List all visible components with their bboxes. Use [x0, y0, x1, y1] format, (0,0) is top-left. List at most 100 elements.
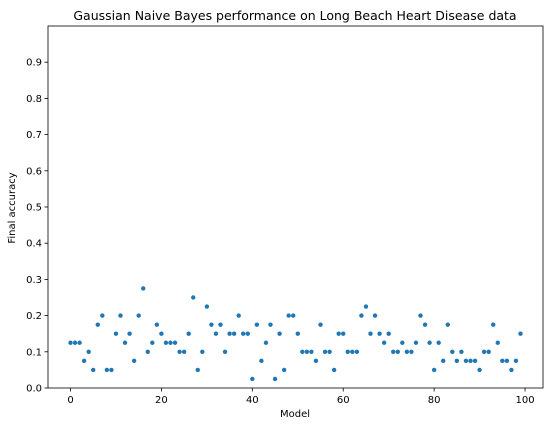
data-point: [477, 367, 482, 373]
data-point: [209, 322, 214, 327]
data-point: [168, 340, 173, 345]
data-point: [191, 295, 196, 300]
data-point: [386, 331, 391, 336]
data-point: [200, 349, 205, 354]
data-point: [213, 331, 219, 336]
data-point: [104, 367, 110, 373]
data-point: [241, 331, 246, 336]
data-point: [400, 340, 405, 345]
data-point: [359, 313, 364, 318]
data-point: [222, 349, 228, 354]
y-axis-label: Final accuracy: [7, 172, 18, 243]
data-point: [86, 349, 91, 354]
y-tick-label: 0.4: [26, 239, 42, 250]
data-point: [131, 358, 137, 364]
data-point: [481, 349, 487, 354]
data-point: [304, 349, 310, 354]
data-point: [95, 322, 100, 327]
data-point: [277, 331, 282, 336]
x-tick-label: 40: [246, 395, 259, 406]
data-point: [372, 313, 378, 318]
y-tick-label: 0.2: [26, 311, 42, 322]
y-tick-label: 0.1: [26, 347, 42, 358]
data-point: [504, 358, 510, 364]
data-point: [186, 331, 191, 336]
data-point: [422, 322, 428, 327]
data-point: [204, 304, 210, 309]
x-tick-label: 20: [155, 395, 168, 406]
data-point: [327, 349, 332, 354]
data-point: [122, 340, 128, 345]
data-point: [309, 349, 314, 354]
data-point: [322, 349, 328, 354]
data-point: [518, 331, 523, 336]
data-point: [136, 313, 141, 318]
y-tick-label: 0.8: [26, 94, 42, 105]
x-tick-label: 0: [67, 395, 73, 406]
data-point: [272, 376, 278, 382]
data-point: [427, 340, 432, 345]
data-point: [91, 367, 96, 373]
data-point: [286, 313, 291, 318]
data-point: [450, 349, 455, 354]
data-point: [391, 349, 396, 354]
data-point: [77, 340, 82, 345]
data-points: [68, 286, 523, 382]
data-point: [363, 304, 369, 309]
data-point: [404, 349, 410, 354]
data-point: [431, 367, 437, 373]
data-point: [172, 340, 178, 345]
data-point: [263, 340, 269, 345]
x-tick-label: 60: [337, 395, 350, 406]
data-point: [436, 340, 441, 345]
data-point: [459, 349, 464, 354]
data-point: [154, 322, 160, 327]
data-point: [163, 340, 169, 345]
data-point: [500, 358, 505, 364]
data-point: [177, 349, 182, 354]
y-tick-label: 0.6: [26, 166, 42, 177]
data-point: [218, 322, 223, 327]
data-point: [181, 349, 187, 354]
y-tick-label: 0.0: [26, 384, 42, 395]
data-point: [300, 349, 305, 354]
data-point: [441, 358, 446, 364]
data-point: [318, 322, 323, 327]
data-point: [468, 358, 473, 364]
data-point: [350, 349, 355, 354]
data-point: [254, 322, 260, 327]
data-point: [227, 331, 232, 336]
x-axis-label: Model: [280, 409, 310, 420]
data-point: [113, 331, 119, 336]
data-point: [118, 313, 123, 318]
data-point: [454, 358, 460, 364]
data-point: [472, 358, 478, 364]
data-point: [236, 313, 241, 318]
data-point: [413, 340, 419, 345]
data-point: [377, 331, 382, 336]
data-point: [231, 331, 237, 336]
data-point: [395, 349, 400, 354]
data-point: [259, 358, 264, 364]
y-tick-label: 0.7: [26, 130, 42, 141]
data-point: [409, 349, 414, 354]
data-point: [195, 367, 200, 373]
data-point: [445, 322, 450, 327]
data-point: [513, 358, 519, 364]
x-axis-ticks: 0 20 40 60 80 100: [67, 388, 535, 406]
data-point: [68, 340, 73, 345]
x-tick-label: 80: [428, 395, 441, 406]
y-tick-label: 0.5: [26, 203, 42, 214]
data-point: [345, 349, 350, 354]
data-point: [486, 349, 491, 354]
data-point: [291, 313, 296, 318]
y-tick-label: 0.3: [26, 275, 42, 286]
data-point: [281, 367, 287, 373]
data-point: [159, 331, 164, 336]
data-point: [463, 358, 469, 364]
data-point: [495, 340, 500, 345]
chart-title: Gaussian Naive Bayes performance on Long…: [73, 8, 516, 23]
data-point: [354, 349, 360, 354]
x-tick-label: 100: [515, 395, 534, 406]
